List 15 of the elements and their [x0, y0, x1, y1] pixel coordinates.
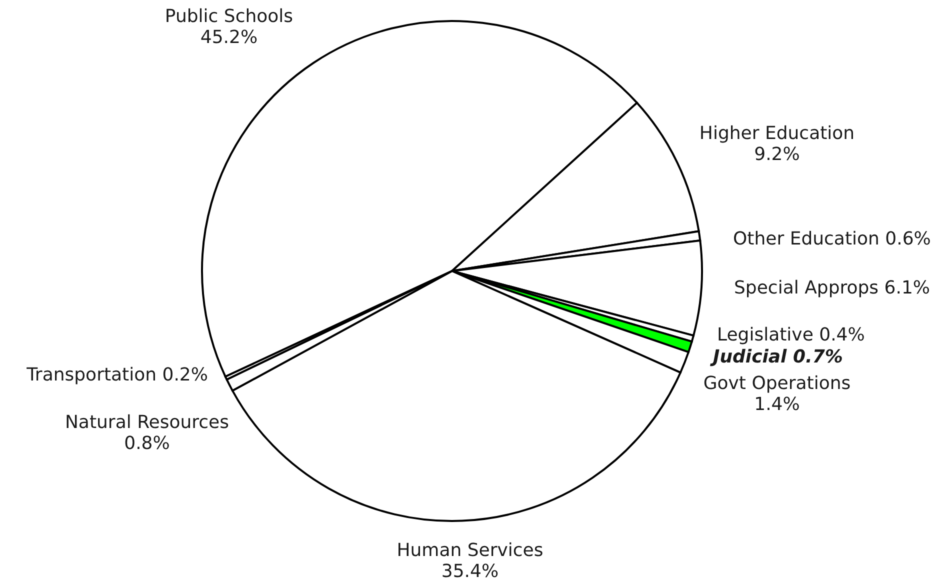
slice-label: Special Approps 6.1% — [734, 278, 930, 298]
slice-label: Other Education 0.6% — [733, 228, 931, 250]
slice-label: Public Schools — [164, 6, 294, 26]
data-label: 35.4% — [441, 560, 499, 582]
slice-label: Transportation 0.2% — [26, 364, 208, 386]
slice-label: Judicial 0.7% — [710, 346, 843, 368]
data-label: 9.2% — [754, 144, 800, 164]
slice-label: Govt Operations — [703, 372, 851, 394]
data-label: 0.8% — [124, 432, 170, 454]
slice-label: Legislative 0.4% — [717, 324, 865, 346]
slice-label: Human Services — [396, 540, 544, 560]
slice-label: Natural Resources — [64, 412, 230, 432]
data-label: 45.2% — [200, 26, 258, 48]
data-label: 1.4% — [754, 394, 800, 414]
slice-label: Higher Education — [699, 122, 855, 144]
